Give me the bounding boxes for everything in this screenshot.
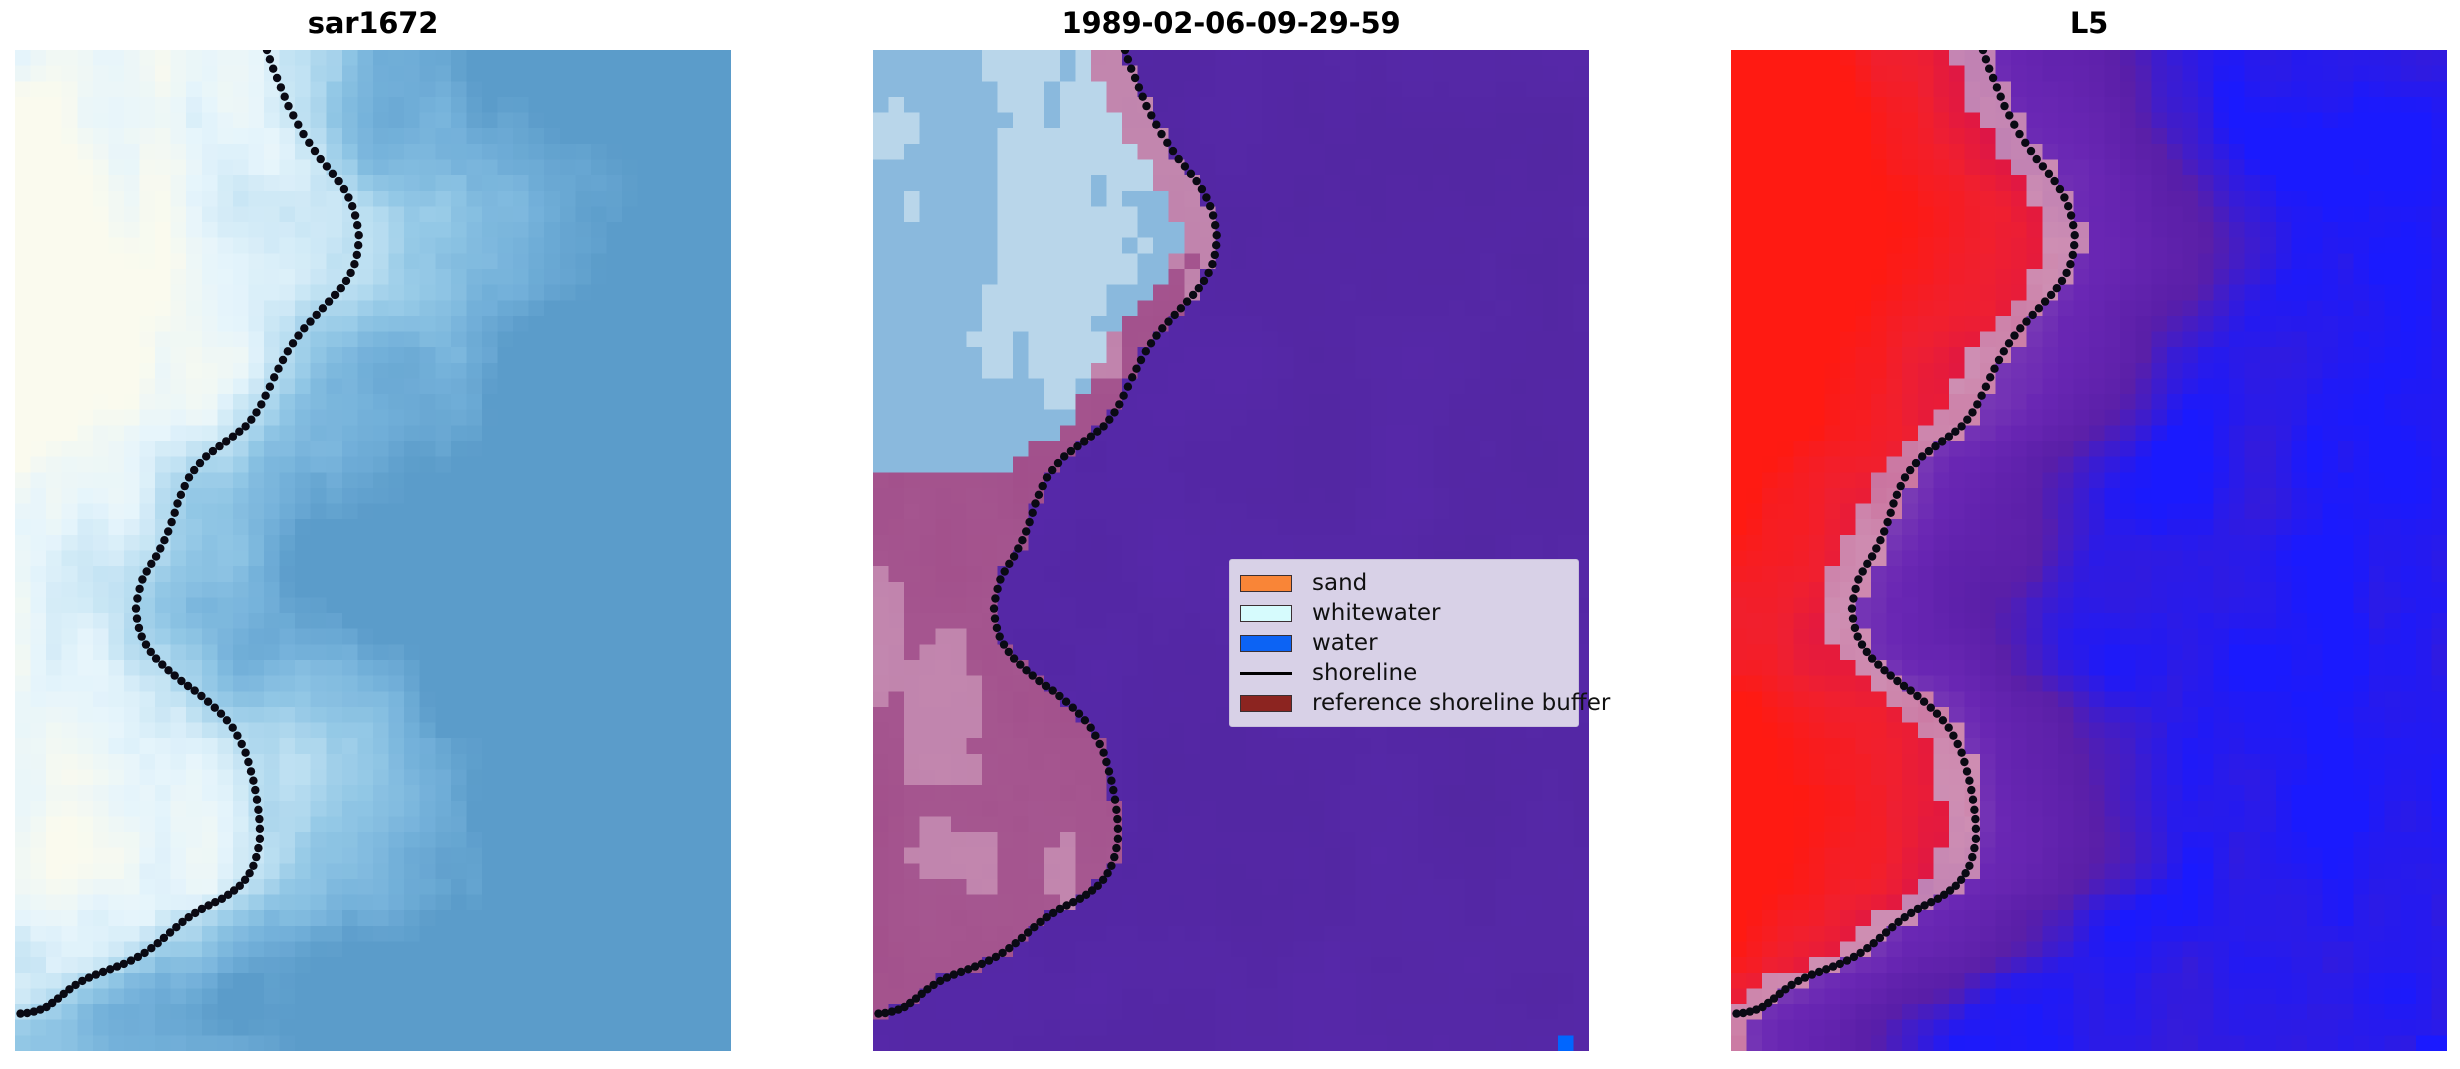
legend-swatch-whitewater-icon [1240,604,1292,622]
legend-row: water [1240,628,1567,658]
legend-swatch-cell [1240,658,1302,688]
panel-title-date: 1989-02-06-09-29-59 [1061,6,1401,40]
legend-swatch-water-icon [1240,634,1292,652]
legend-label: reference shoreline buffer [1312,690,1611,716]
legend-label: sand [1312,570,1368,596]
legend-swatch-cell [1240,688,1302,718]
legend-swatch-cell [1240,598,1302,628]
legend-label: whitewater [1312,600,1441,626]
legend-label: water [1312,630,1378,656]
legend-swatch-cell [1240,628,1302,658]
legend-label: shoreline [1312,660,1418,686]
legend-swatch-sand-icon [1240,574,1292,592]
panel-sar1672[interactable] [15,50,731,1051]
panel-l5[interactable] [1731,50,2447,1051]
raster-image-sar [15,50,731,1051]
panel-title-sar: sar1672 [307,6,439,40]
legend-row: sand [1240,568,1567,598]
legend-swatch-reference-icon [1240,694,1292,712]
legend-row: whitewater [1240,598,1567,628]
legend-swatch-cell [1240,568,1302,598]
legend-row: reference shoreline buffer [1240,688,1610,718]
legend-swatch-shoreline-icon [1240,671,1292,675]
panel-classified[interactable] [873,50,1589,1051]
legend-row: shoreline [1240,658,1567,688]
panel-title-l5: L5 [2069,6,2109,40]
raster-image-l5 [1731,50,2447,1051]
raster-image-classified [873,50,1589,1051]
legend-box: sand whitewater water shoreline reference sh… [1229,559,1610,727]
